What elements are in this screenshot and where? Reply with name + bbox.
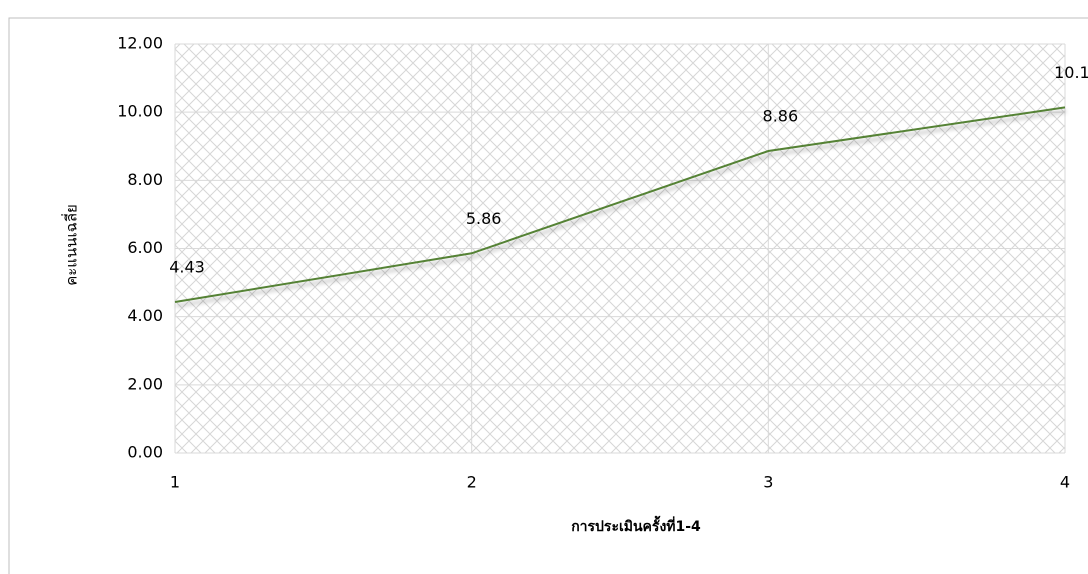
y-tick-label: 0.00 (127, 443, 163, 462)
data-label: 5.86 (466, 209, 502, 228)
y-tick-label: 10.00 (117, 102, 163, 121)
y-tick-label: 8.00 (127, 170, 163, 189)
y-tick-label: 12.00 (117, 34, 163, 53)
x-tick-label: 4 (1060, 473, 1070, 492)
y-tick-label: 2.00 (127, 374, 163, 393)
line (174, 106, 1066, 303)
data-label: 10.14 (1054, 63, 1088, 82)
y-tick-label: 6.00 (127, 238, 163, 257)
x-tick-label: 1 (170, 473, 180, 492)
data-label: 4.43 (169, 258, 205, 277)
x-tick-label: 3 (763, 473, 773, 492)
y-tick-label: 4.00 (127, 306, 163, 325)
x-tick-label: 2 (467, 473, 477, 492)
x-axis-label: การประเมินครั้งที่1-4 (571, 515, 701, 535)
chart-border (8, 17, 1088, 574)
data-label: 8.86 (763, 107, 799, 126)
y-axis-label: คะแนนเฉลี่ย (61, 204, 81, 286)
